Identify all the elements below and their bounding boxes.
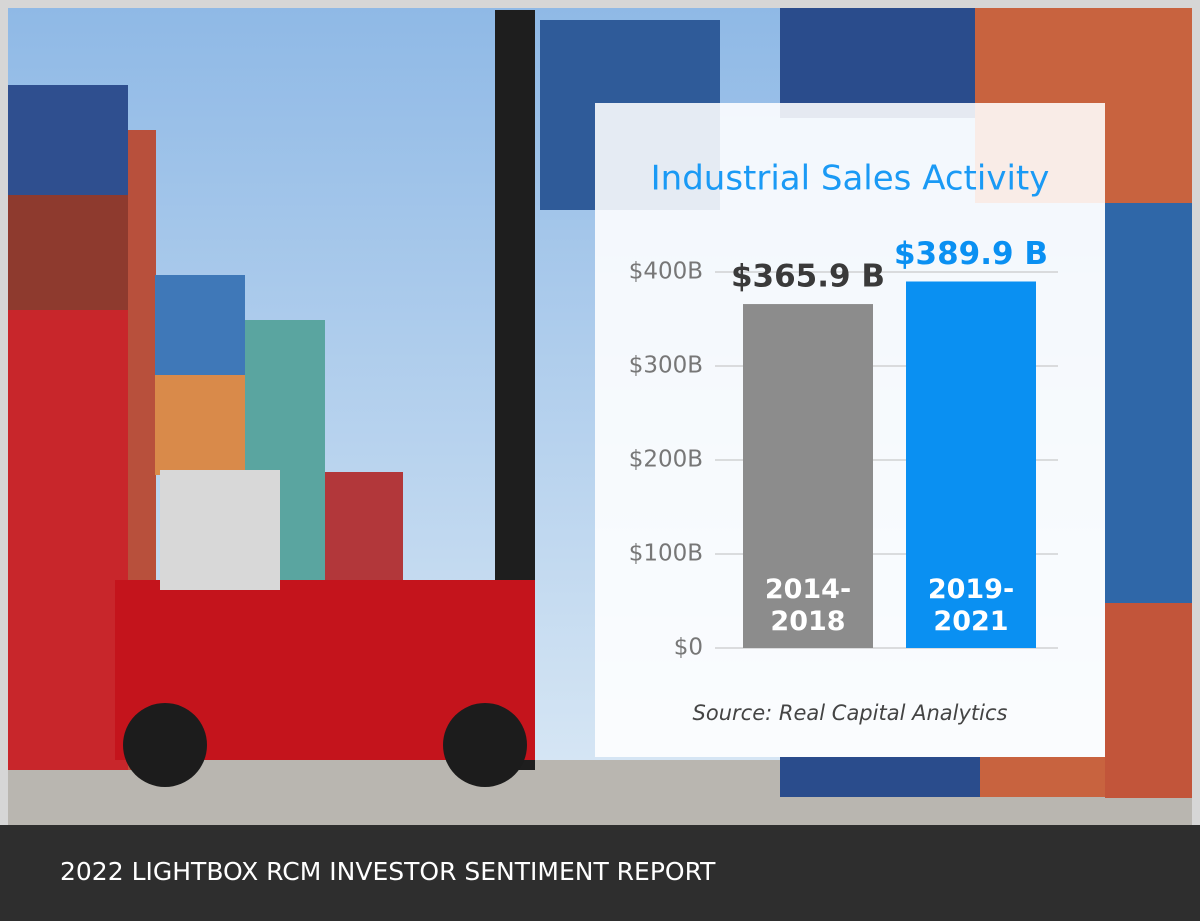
category-label: 2014-2018 — [764, 574, 852, 637]
category-label: 2019-2021 — [927, 574, 1015, 637]
y-tick-label: $200B — [629, 447, 703, 473]
y-tick-label: $400B — [629, 259, 703, 285]
source: Source: Real Capital Analytics — [693, 701, 1008, 725]
y-tick-label: $0 — [674, 635, 703, 661]
bar — [743, 304, 873, 648]
y-tick-label: $100B — [629, 541, 703, 567]
footer-title: 2022 LIGHTBOX RCM INVESTOR SENTIMENT REP… — [60, 857, 716, 886]
chart-title: Industrial Sales Activity — [651, 159, 1050, 199]
bar — [906, 281, 1036, 648]
footer-band — [0, 825, 1200, 921]
value-label: $365.9 B — [731, 259, 885, 295]
y-tick-label: $300B — [629, 353, 703, 379]
value-label: $389.9 B — [894, 236, 1048, 272]
